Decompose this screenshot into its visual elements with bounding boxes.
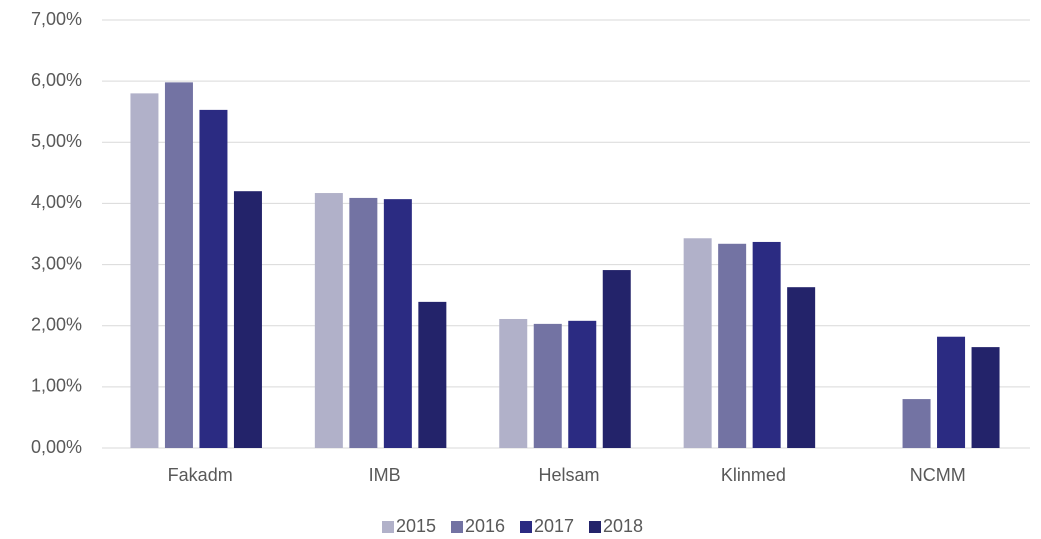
bar (233, 191, 262, 448)
y-tick-label: 3,00% (31, 253, 82, 273)
legend-swatch (451, 521, 463, 533)
bar (718, 243, 747, 448)
x-tick-label: Helsam (538, 465, 599, 485)
legend-label: 2017 (534, 516, 574, 536)
bar (787, 287, 816, 448)
bar (418, 301, 447, 448)
legend-swatch (520, 521, 532, 533)
bar (199, 109, 228, 448)
bar (902, 399, 931, 448)
x-tick-label: Klinmed (721, 465, 786, 485)
bar (533, 323, 562, 448)
y-tick-label: 1,00% (31, 376, 82, 396)
x-tick-label: IMB (369, 465, 401, 485)
y-tick-label: 6,00% (31, 70, 82, 90)
x-tick-label: Fakadm (168, 465, 233, 485)
bar (383, 199, 412, 448)
bar (971, 347, 1000, 448)
y-tick-label: 5,00% (31, 131, 82, 151)
legend-label: 2016 (465, 516, 505, 536)
bar (752, 241, 781, 448)
bar (499, 318, 528, 448)
bar (602, 270, 631, 448)
bar (130, 93, 159, 448)
legend-swatch (589, 521, 601, 533)
bar (568, 320, 597, 448)
y-tick-label: 2,00% (31, 314, 82, 334)
bar (164, 82, 193, 448)
legend-label: 2018 (603, 516, 643, 536)
bar (937, 336, 966, 448)
y-tick-label: 0,00% (31, 437, 82, 457)
y-tick-label: 7,00% (31, 9, 82, 29)
x-tick-label: NCMM (910, 465, 966, 485)
legend-swatch (382, 521, 394, 533)
y-tick-label: 4,00% (31, 192, 82, 212)
bar (314, 193, 343, 448)
legend-label: 2015 (396, 516, 436, 536)
bar (683, 238, 712, 448)
bar (349, 197, 378, 448)
